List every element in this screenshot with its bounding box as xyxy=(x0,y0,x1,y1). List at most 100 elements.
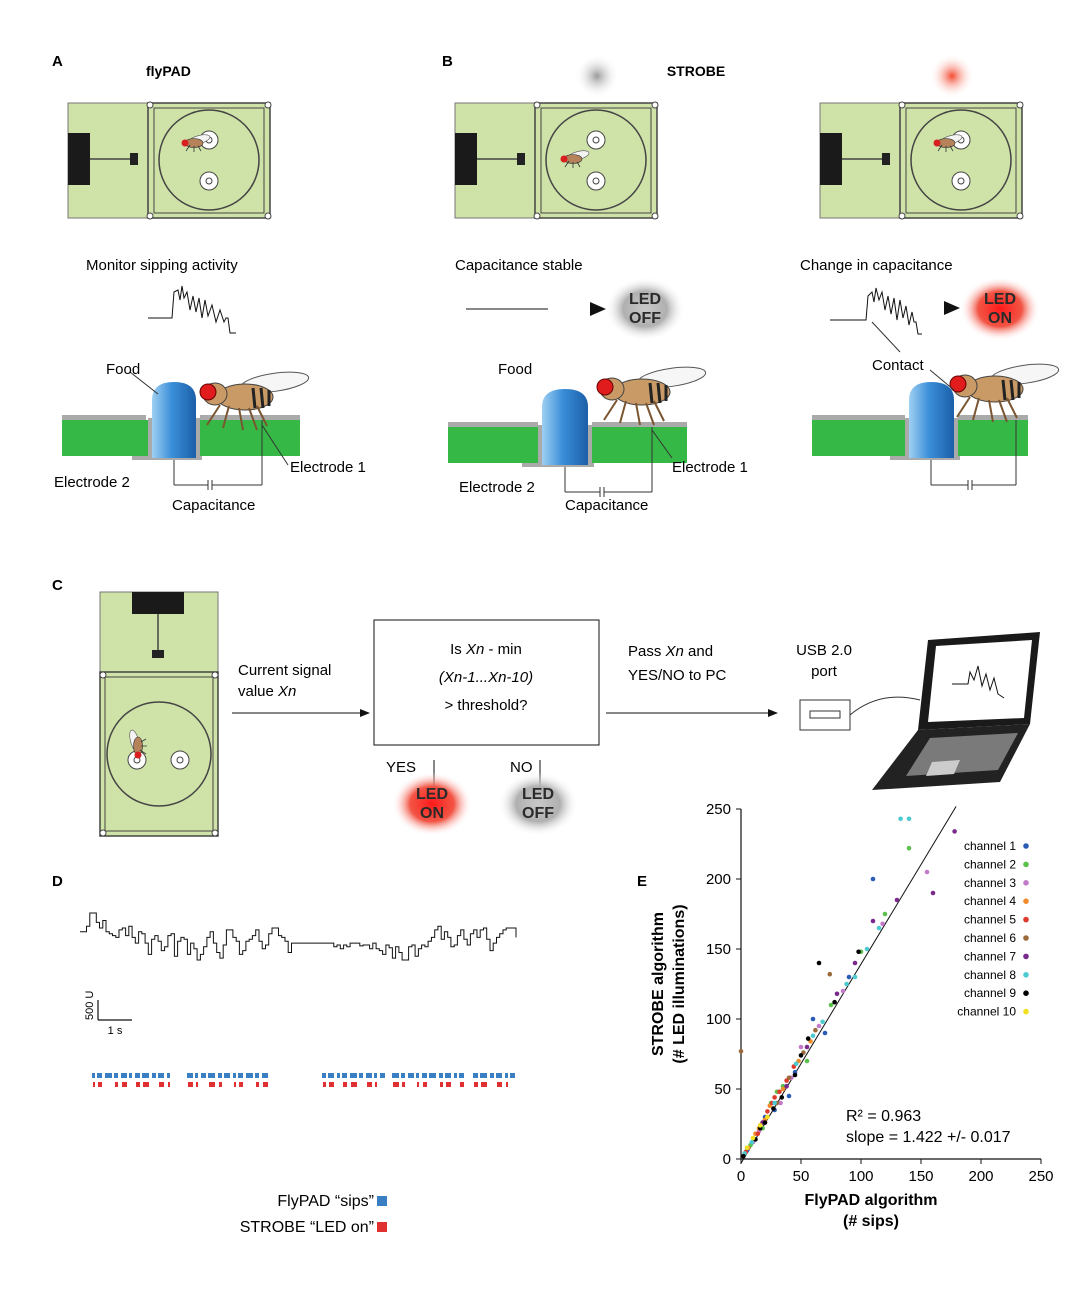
sip-event-bar xyxy=(496,1073,502,1078)
sip-event-bar xyxy=(510,1073,515,1078)
scatter-point xyxy=(846,974,852,980)
scatter-point xyxy=(832,999,837,1005)
scatter-point xyxy=(813,1027,818,1033)
electrode2-label-b: Electrode 2 xyxy=(459,479,535,496)
legend-sips-label: FlyPAD “sips” xyxy=(277,1193,374,1210)
x-tick-label: 50 xyxy=(793,1168,810,1185)
led-event-bar xyxy=(263,1082,268,1087)
sip-event-bar xyxy=(408,1073,414,1078)
scale-x-label: 1 s xyxy=(108,1025,123,1037)
trace-b2 xyxy=(830,287,922,335)
led-event-bar xyxy=(115,1082,118,1087)
legend-label: channel 4 xyxy=(964,894,1016,908)
panel-letter-b: B xyxy=(442,53,453,70)
led-on-indicator-c: LED ON xyxy=(392,772,472,836)
scale-y-label: 500 U xyxy=(84,991,96,1020)
sip-event-bar xyxy=(262,1073,268,1078)
sip-event-bar xyxy=(201,1073,206,1078)
sip-event-bar xyxy=(392,1073,399,1078)
threshold-line2: (Xn-1...Xn-10) xyxy=(439,669,533,686)
legend-label: channel 8 xyxy=(964,968,1016,982)
signal-label-line1: Current signal xyxy=(238,662,331,679)
electrode1-label-b: Electrode 1 xyxy=(672,459,748,476)
sip-event-bar xyxy=(135,1073,140,1078)
svg-text:ON: ON xyxy=(420,805,444,822)
sip-event-bar xyxy=(416,1073,419,1078)
legend-led-swatch xyxy=(377,1222,387,1232)
scatter-point xyxy=(822,1030,828,1036)
led-event-bar xyxy=(343,1082,347,1087)
sip-event-bar xyxy=(439,1073,443,1078)
led-event-bar xyxy=(506,1082,508,1087)
scatter-point xyxy=(804,1058,810,1064)
led-off-indicator-b: LED OFF xyxy=(605,277,685,341)
pass-line1: Pass Xn and xyxy=(628,643,713,660)
legend-label: channel 10 xyxy=(957,1005,1016,1019)
trace-a xyxy=(148,285,236,334)
sip-event-bar xyxy=(105,1073,112,1078)
sip-event-bar xyxy=(195,1073,198,1078)
scatter-point xyxy=(798,1053,804,1058)
led-event-bar xyxy=(256,1082,259,1087)
scatter-point xyxy=(952,829,957,834)
arrow-c2-icon xyxy=(768,709,778,717)
led-event-bar xyxy=(93,1082,95,1087)
scatter-point xyxy=(772,1100,777,1106)
led-event-bar xyxy=(497,1082,502,1087)
sip-event-bar xyxy=(142,1073,149,1078)
scatter-point xyxy=(772,1095,777,1100)
scatter-point xyxy=(777,1089,782,1095)
led-event-bar xyxy=(367,1082,372,1087)
led-event-bar xyxy=(122,1082,127,1087)
legend-label: channel 1 xyxy=(964,839,1016,853)
legend-label: channel 9 xyxy=(964,986,1016,1000)
sip-event-bar xyxy=(490,1073,494,1078)
sip-event-bar xyxy=(238,1073,243,1078)
legend-dot xyxy=(1023,898,1029,904)
x-tick-label: 250 xyxy=(1028,1168,1053,1185)
food-label-a: Food xyxy=(106,361,140,378)
legend-label: channel 6 xyxy=(964,931,1016,945)
threshold-box xyxy=(373,619,600,746)
led-event-bar xyxy=(402,1082,405,1087)
sip-event-bar xyxy=(401,1073,405,1078)
panel-b-title: STROBE xyxy=(667,63,725,79)
sip-event-bar xyxy=(445,1073,451,1078)
scatter-point xyxy=(755,1131,761,1137)
scatter-chart: 0 50 100 150 200 250 0 50 100 150 200 250 FlyPAD alg… xyxy=(650,801,1054,1230)
svg-text:LED: LED xyxy=(984,291,1016,308)
scatter-point xyxy=(762,1120,768,1125)
sip-event-bar xyxy=(473,1073,478,1078)
x-tick-label: 100 xyxy=(848,1168,873,1185)
scatter-point xyxy=(771,1106,776,1111)
legend-label: channel 5 xyxy=(964,913,1016,927)
scatter-point xyxy=(778,1100,783,1106)
scatter-point xyxy=(793,1061,799,1067)
legend-dot xyxy=(1023,1008,1029,1015)
arrow-c1-icon xyxy=(360,709,370,717)
electrode2-label-a: Electrode 2 xyxy=(54,474,130,491)
x-tick-label: 150 xyxy=(908,1168,933,1185)
sip-event-bar xyxy=(429,1073,436,1078)
led-event-bar xyxy=(329,1082,334,1087)
scatter-point xyxy=(820,1019,825,1025)
legend-dot xyxy=(1023,861,1029,868)
sip-event-bar xyxy=(322,1073,326,1078)
monitor-label: Monitor sipping activity xyxy=(86,257,238,274)
y-tick-label: 200 xyxy=(706,871,731,888)
sip-event-bar xyxy=(246,1073,253,1078)
y-tick-label: 100 xyxy=(706,1011,731,1028)
scatter-point xyxy=(798,1044,804,1050)
sip-event-bar xyxy=(167,1073,170,1078)
scatter-point xyxy=(816,960,822,966)
scatter-point xyxy=(810,1033,816,1039)
cross-section-b1 xyxy=(448,362,709,497)
scatter-point xyxy=(852,974,858,980)
sip-event-bar xyxy=(121,1073,127,1078)
scatter-point xyxy=(894,897,900,903)
arrow-b2-icon xyxy=(926,301,960,315)
svg-text:ON: ON xyxy=(988,310,1012,327)
led-event-bar xyxy=(196,1082,198,1087)
scatter-point xyxy=(856,949,861,955)
cross-section-b2 xyxy=(812,321,1062,490)
